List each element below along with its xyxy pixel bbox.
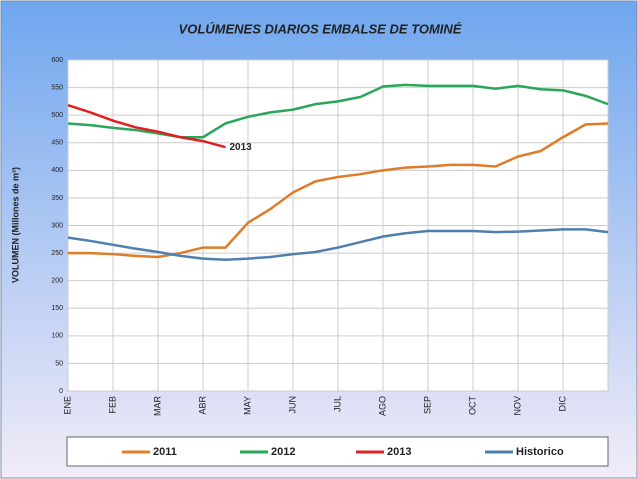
legend [66,436,609,467]
series-line [67,83,609,139]
series-line [67,104,226,149]
x-tick-label: NOV [512,396,522,416]
y-tick-label: 200 [51,278,63,285]
legend-label: 2011 [153,446,177,458]
y-tick-label: 450 [51,140,63,147]
y-tick-label: 550 [51,84,63,91]
x-tick-label: DIC [557,396,567,412]
legend-label: 2013 [387,446,411,458]
x-tick-label: MAY [242,396,252,415]
x-tick-label: OCT [467,396,477,416]
x-tick-label: AGO [377,396,387,416]
y-tick-label: 100 [51,333,63,340]
y-tick-label: 350 [51,195,63,202]
x-tick-label: FEB [107,396,117,414]
annotation: 2013 [230,142,253,153]
y-tick-label: 0 [59,388,63,395]
y-axis-label: VOLUMEN (Millones de m³) [10,167,20,283]
legend-label: Historico [516,446,564,458]
y-tick-label: 400 [51,167,63,174]
y-tick-label: 500 [51,112,63,119]
x-tick-label: JUL [332,396,342,412]
x-tick-label: SEP [422,396,432,414]
x-tick-label: MAR [152,396,162,417]
series-line [67,228,609,261]
x-tick-label: ABR [197,396,207,415]
x-tick-label: ENE [62,396,72,415]
y-tick-label: 150 [51,305,63,312]
x-tick-label: JUN [287,396,297,414]
y-tick-label: 300 [51,222,63,229]
y-tick-label: 250 [51,250,63,257]
chart-title: VOLÚMENES DIARIOS EMBALSE DE TOMINÉ [179,21,462,36]
y-tick-label: 600 [51,57,63,64]
series-line [68,122,609,259]
y-tick-label: 50 [55,360,63,367]
legend-label: 2012 [271,446,295,458]
